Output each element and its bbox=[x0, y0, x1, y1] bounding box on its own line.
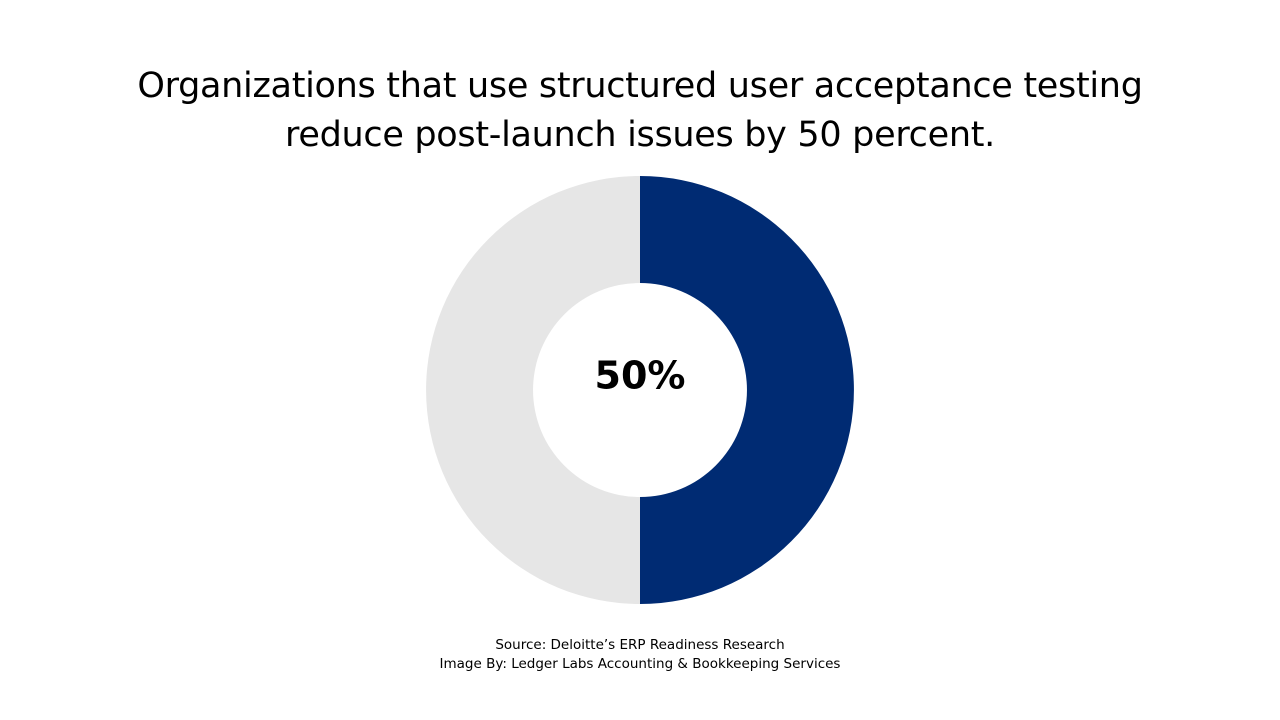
donut-center-label: 50% bbox=[595, 354, 686, 398]
chart-title: Organizations that use structured user a… bbox=[0, 62, 1280, 160]
image-credit-text: Image By: Ledger Labs Accounting & Bookk… bbox=[439, 656, 841, 672]
donut-chart: 50% bbox=[426, 176, 854, 604]
chart-title-line-1: Organizations that use structured user a… bbox=[137, 66, 1143, 106]
donut-slice-1 bbox=[640, 176, 854, 604]
donut-slice-2 bbox=[426, 176, 640, 604]
chart-title-line-2: reduce post-launch issues by 50 percent. bbox=[285, 115, 995, 155]
source-text: Source: Deloitte’s ERP Readiness Researc… bbox=[495, 637, 785, 653]
footer: Source: Deloitte’s ERP Readiness Researc… bbox=[0, 636, 1280, 674]
donut-slices bbox=[426, 176, 854, 604]
